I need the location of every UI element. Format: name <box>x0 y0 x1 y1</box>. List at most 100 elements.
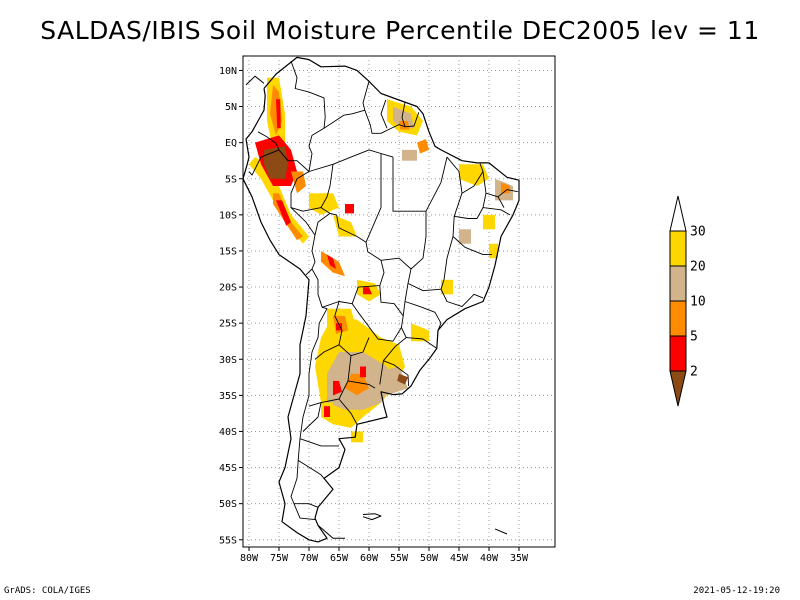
political-border <box>314 344 340 360</box>
political-border <box>392 157 426 212</box>
lon-tick-label: 35W <box>510 553 529 564</box>
lat-tick-label: 25S <box>219 319 237 330</box>
tan-field <box>402 149 417 161</box>
political-border <box>323 109 365 129</box>
coastline <box>317 524 345 539</box>
political-border <box>290 207 331 214</box>
political-border <box>297 460 325 479</box>
lat-tick-label: 10N <box>219 66 237 77</box>
political-border <box>461 163 484 194</box>
political-border <box>302 402 322 432</box>
grads-credit: GrADS: COLA/IGES <box>4 586 91 596</box>
yellow-field <box>441 279 453 295</box>
lat-tick-label: 40S <box>219 427 237 438</box>
tan-field <box>369 366 408 396</box>
red-patch <box>345 204 354 214</box>
political-border <box>406 337 438 349</box>
colorbar-segment <box>669 230 687 267</box>
political-border <box>290 171 316 276</box>
tan-field <box>459 229 471 244</box>
political-border <box>347 380 376 389</box>
political-border <box>362 81 420 134</box>
coastlines-borders <box>242 56 520 543</box>
political-border <box>338 398 358 425</box>
colorbar-level-label: 2 <box>690 365 698 380</box>
political-border <box>290 268 328 521</box>
lon-tick-label: 40W <box>480 553 499 564</box>
coastline <box>245 75 265 86</box>
colorbar-level-label: 10 <box>690 295 706 310</box>
colorbar-level-label: 5 <box>690 330 698 345</box>
lat-tick-label: 35S <box>219 391 237 402</box>
political-border <box>452 236 492 256</box>
lat-tick-label: EQ <box>225 138 237 149</box>
yellow-field <box>483 214 495 230</box>
yellow-field <box>459 164 489 186</box>
colorbar-top-arrow <box>669 195 687 232</box>
colorbar-segment <box>669 265 687 302</box>
lon-tick-label: 75W <box>270 553 289 564</box>
timestamp: 2021-05-12-19:20 <box>693 586 780 596</box>
yellow-field <box>351 431 363 443</box>
political-border <box>299 438 339 447</box>
lat-tick-label: 55S <box>219 535 237 546</box>
lon-tick-label: 50W <box>420 553 439 564</box>
colorbar: 2 5 10 20 30 <box>669 195 706 407</box>
political-border <box>401 102 406 127</box>
lon-tick-label: 55W <box>390 553 409 564</box>
brown-field <box>397 373 408 385</box>
political-border <box>314 212 385 308</box>
red-patch <box>276 200 291 226</box>
political-border <box>365 153 382 243</box>
lat-tick-label: 10S <box>219 210 237 221</box>
political-border <box>454 171 487 219</box>
political-border <box>402 283 409 316</box>
orange-patch <box>345 373 369 396</box>
political-border <box>380 257 412 270</box>
orange-patch <box>291 171 306 194</box>
political-border <box>440 236 454 290</box>
political-border <box>308 149 394 172</box>
axis-tick-labels: 10N 5N EQ 5S 10S 15S 20S 25S 30S 35S 40S 45S 50S 55S8… <box>219 66 529 564</box>
tan-field <box>393 106 414 129</box>
political-border <box>482 207 511 216</box>
political-border <box>380 99 388 129</box>
political-border <box>320 164 334 208</box>
yellow-field <box>309 193 339 215</box>
colorbar-bottom-arrow <box>669 370 687 407</box>
lon-tick-label: 45W <box>450 553 469 564</box>
chart-title: SALDAS/IBIS Soil Moisture Percentile DEC… <box>40 16 760 45</box>
orange-patch <box>417 139 429 154</box>
lat-tick-label: 45S <box>219 463 237 474</box>
lat-tick-label: 20S <box>219 283 237 294</box>
lon-tick-label: 70W <box>300 553 319 564</box>
political-border <box>440 289 484 308</box>
colorbar-segment <box>669 300 687 337</box>
political-border <box>404 301 442 331</box>
yellow-field <box>333 214 357 237</box>
percentile-shading <box>249 77 513 443</box>
red-patch <box>327 254 336 269</box>
coastline <box>362 513 382 521</box>
lon-tick-label: 80W <box>240 553 259 564</box>
lon-tick-label: 65W <box>330 553 349 564</box>
lat-tick-label: 5N <box>225 102 237 113</box>
political-border <box>425 156 448 212</box>
red-patch <box>336 323 342 331</box>
brown-field <box>264 146 288 179</box>
political-border <box>497 189 518 198</box>
political-border <box>290 60 326 172</box>
red-patch <box>324 406 330 417</box>
lon-tick-label: 60W <box>360 553 379 564</box>
colorbar-segment <box>669 335 687 372</box>
political-border <box>278 149 310 172</box>
lat-tick-label: 30S <box>219 355 237 366</box>
red-patch <box>363 287 372 295</box>
colorbar-level-label: 30 <box>690 225 706 240</box>
yellow-field <box>411 323 429 342</box>
lat-tick-label: 15S <box>219 246 237 257</box>
red-patch <box>360 366 366 378</box>
lat-tick-label: 50S <box>219 499 237 510</box>
coastline <box>494 528 508 535</box>
